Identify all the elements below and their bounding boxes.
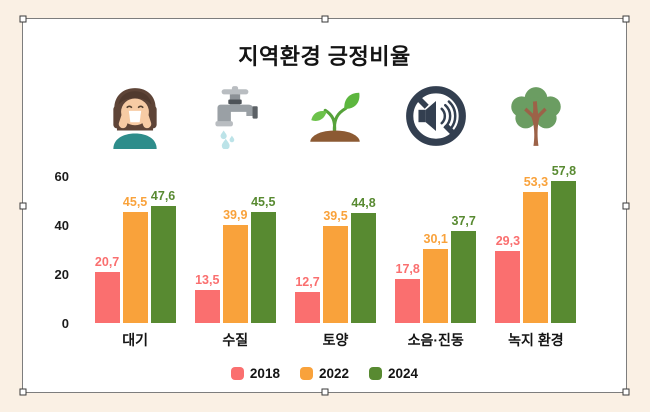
bar-value-label: 12,7 [295, 274, 320, 289]
legend-label-2024: 2024 [388, 366, 419, 381]
y-axis: 0 20 40 60 [35, 169, 85, 331]
chart-title: 지역환경 긍정비율 [238, 44, 411, 69]
sprout-icon [285, 79, 385, 149]
legend-item-2024: 2024 [369, 366, 418, 381]
icons-row-spacer [35, 79, 85, 149]
bar [395, 279, 421, 323]
cats-row-spacer [35, 330, 85, 350]
bar-value-label: 20,7 [94, 255, 120, 270]
bar-group-5: 29,3 53,3 57,8 [486, 164, 586, 323]
legend-swatch-2024 [369, 367, 383, 380]
chart-card: 지역환경 긍정비율 [23, 19, 626, 392]
legend-label-2022: 2022 [318, 366, 350, 381]
legend-swatch-2018 [230, 367, 244, 380]
bar-2024-수질: 45,5 [250, 194, 276, 323]
selection-handle-bottom-right[interactable] [622, 388, 630, 396]
bar-2022-소음·진동: 30,1 [423, 232, 449, 323]
legend-item-2022: 2022 [299, 366, 350, 381]
bar-2024-토양: 44,8 [350, 196, 376, 323]
selection-handle-top-right[interactable] [622, 15, 630, 23]
bar [350, 213, 376, 323]
bar-2024-녹지 환경: 57,8 [551, 164, 577, 323]
bar-2024-대기: 47,6 [150, 189, 176, 323]
bar-value-label: 47,6 [150, 189, 176, 204]
selection-handle-top-middle[interactable] [321, 15, 328, 23]
bar-value-label: 39,9 [223, 208, 248, 223]
bar-group-4: 17,8 30,1 37,7 [386, 173, 486, 323]
bar-value-label: 39,5 [323, 209, 348, 224]
bar [94, 272, 120, 323]
bar [423, 249, 449, 323]
bar-2018-수질: 13,5 [194, 272, 220, 323]
bar-group-1: 20,7 45,5 47,6 [85, 173, 185, 323]
bar [523, 192, 549, 323]
bar-value-label: 57,8 [551, 164, 577, 179]
bar-2022-수질: 39,9 [222, 208, 248, 323]
bar-2018-소음·진동: 17,8 [395, 262, 421, 323]
selection-handle-bottom-left[interactable] [19, 388, 27, 396]
bar-value-label: 44,8 [351, 196, 376, 211]
category-label-2: 수질 [222, 332, 249, 348]
bar [222, 225, 248, 323]
y-axis-tick-0: 0 [61, 315, 69, 331]
tree-icon [486, 79, 586, 149]
bar [250, 211, 276, 323]
selection-frame[interactable]: 지역환경 긍정비율 [19, 15, 630, 396]
category-labels-row: 대기 수질 토양 소음·진동 녹지 환경 [35, 330, 586, 350]
mute-speaker-icon [386, 79, 486, 149]
category-label-3: 토양 [322, 332, 349, 348]
bar-2022-토양: 39,5 [322, 209, 348, 323]
y-axis-tick-20: 20 [54, 266, 69, 282]
legend: 2018 2022 2024 [23, 366, 626, 381]
legend-item-2018: 2018 [230, 366, 280, 381]
bar [551, 181, 577, 323]
bar-group-2: 13,5 39,9 45,5 [185, 173, 285, 323]
bar [322, 226, 348, 323]
bar-2022-녹지 환경: 53,3 [523, 175, 549, 323]
icons-row [35, 79, 586, 149]
woman-mask-icon [85, 79, 185, 149]
bar [294, 291, 320, 323]
category-label-5: 녹지 환경 [508, 332, 564, 348]
selection-handle-middle-left[interactable] [19, 202, 27, 209]
bar-value-label: 53,3 [523, 175, 549, 190]
legend-label-2018: 2018 [249, 366, 280, 381]
selection-handle-bottom-middle[interactable] [321, 388, 328, 396]
bar-group-3: 12,7 39,5 44,8 [285, 173, 385, 323]
y-axis-tick-40: 40 [54, 217, 69, 233]
bar [122, 211, 148, 323]
bar-value-label: 13,5 [195, 272, 220, 287]
bar [495, 251, 521, 323]
bar-2024-소음·진동: 37,7 [451, 213, 477, 323]
bar-value-label: 17,8 [395, 262, 420, 277]
bar-2018-토양: 12,7 [294, 274, 320, 323]
bar-value-label: 29,3 [495, 234, 521, 249]
bar-value-label: 37,7 [451, 213, 476, 228]
selection-handle-middle-right[interactable] [622, 202, 630, 209]
legend-swatch-2022 [299, 367, 313, 380]
bar [194, 289, 220, 323]
faucet-icon [185, 79, 285, 149]
plot-row: 0 20 40 60 20,7 45,5 47,6 13,5 39,9 45,5 12,7 39,5… [35, 164, 586, 331]
category-label-1: 대기 [122, 332, 148, 348]
category-label-4: 소음·진동 [407, 332, 464, 348]
bar-2018-녹지 환경: 29,3 [495, 234, 521, 323]
bar [150, 206, 176, 323]
bar-value-label: 45,5 [122, 194, 148, 209]
selection-handle-top-left[interactable] [19, 15, 27, 23]
bar-2018-대기: 20,7 [94, 255, 120, 323]
y-axis-tick-60: 60 [54, 168, 69, 184]
bar-value-label: 45,5 [251, 194, 276, 209]
bar [451, 230, 477, 323]
bar-2022-대기: 45,5 [122, 194, 148, 323]
bar-value-label: 30,1 [423, 232, 448, 247]
